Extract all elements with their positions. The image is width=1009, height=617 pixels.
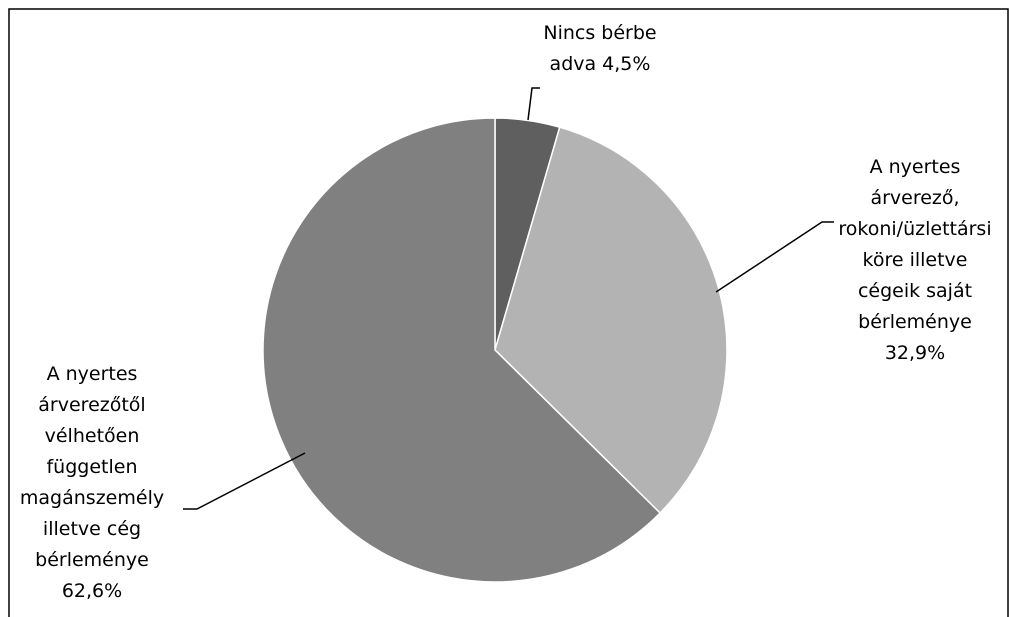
slice-label-line: árverező, xyxy=(870,187,959,209)
slice-label-line: magánszemély xyxy=(20,487,164,509)
slice-label-line: illetve cég xyxy=(43,518,141,540)
leader-lines xyxy=(183,87,834,510)
pie-slice-2 xyxy=(494,126,728,515)
slice-label-line: adva 4,5% xyxy=(550,53,651,75)
slice-label-line: független xyxy=(46,456,137,478)
slice-label-line: Nincs bérbe xyxy=(543,22,656,44)
slice-label-line: köre illetve xyxy=(863,249,968,271)
slice-label-2: A nyertes árverező, rokoni/üzlettársi köre … xyxy=(838,156,991,364)
leader-line-2 xyxy=(715,221,834,293)
slice-label-line: 62,6% xyxy=(62,580,122,602)
slice-labels: Nincs bérbe adva 4,5% A nyertes árverező, ro… xyxy=(20,22,992,602)
leader-line-3 xyxy=(183,452,306,510)
slice-label-line: bérleménye xyxy=(35,549,149,571)
slice-label-line: 32,9% xyxy=(885,342,945,364)
slice-label-line: bérleménye xyxy=(858,311,972,333)
slice-label-line: cégeik saját xyxy=(858,280,972,302)
slice-label-line: A nyertes xyxy=(870,156,961,178)
slice-label-line: árverezőtől xyxy=(38,394,145,416)
slice-label-line: A nyertes xyxy=(47,363,138,385)
slice-label-3: A nyertes árverezőtől vélhetően független ma… xyxy=(20,363,164,602)
leader-line-1 xyxy=(527,87,540,121)
pie-slice-3 xyxy=(262,117,662,583)
chart-border xyxy=(8,8,1009,617)
slice-label-line: vélhetően xyxy=(45,425,140,447)
slice-label-1: Nincs bérbe adva 4,5% xyxy=(543,22,656,75)
pie-slices xyxy=(262,117,728,583)
slice-label-line: rokoni/üzlettársi xyxy=(838,218,991,240)
